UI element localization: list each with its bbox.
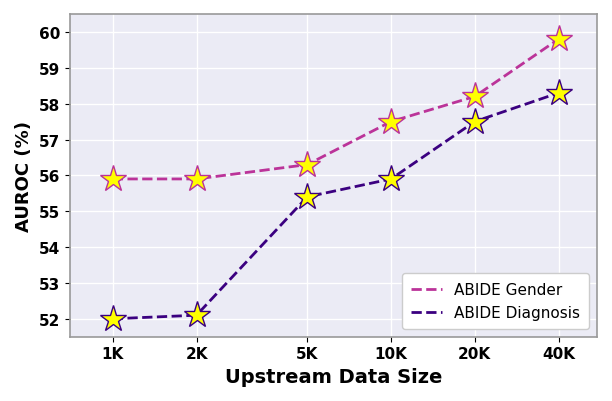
Y-axis label: AUROC (%): AUROC (%) (15, 121, 33, 231)
X-axis label: Upstream Data Size: Upstream Data Size (225, 367, 442, 386)
Legend: ABIDE Gender, ABIDE Diagnosis: ABIDE Gender, ABIDE Diagnosis (402, 273, 589, 329)
